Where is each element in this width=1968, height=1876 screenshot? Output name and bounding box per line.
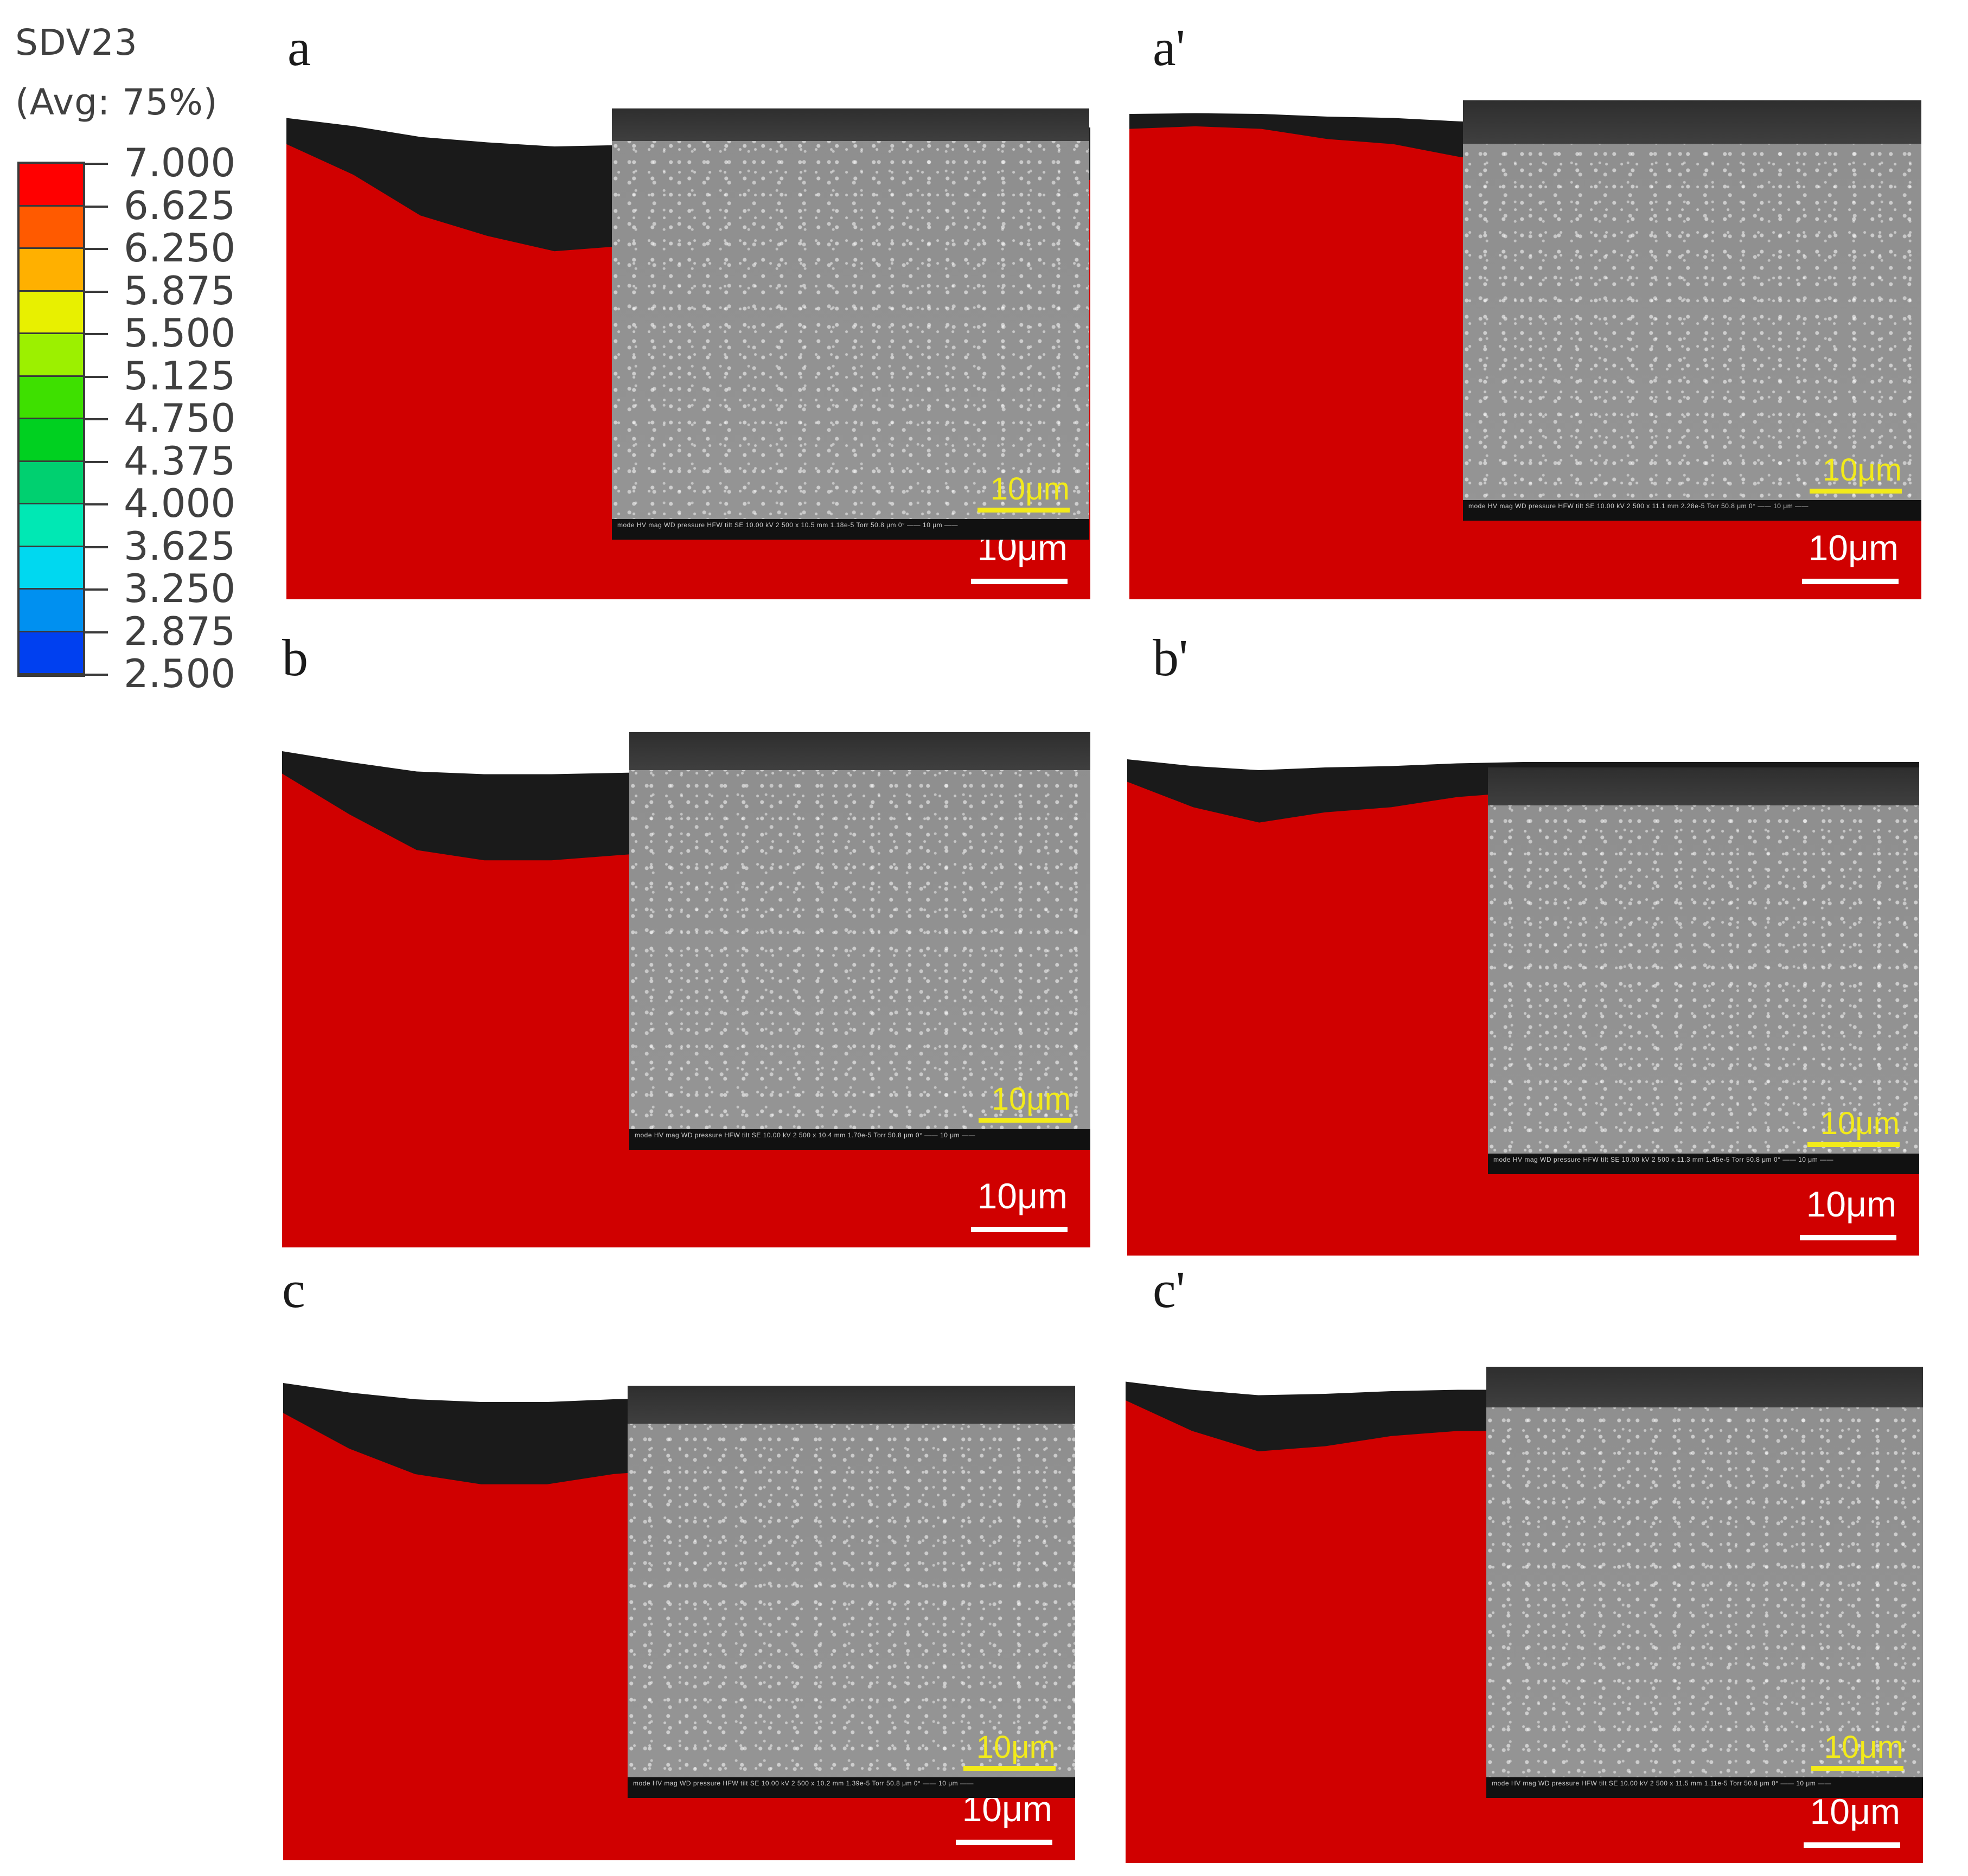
simulation-scale-bar [1804,1842,1900,1848]
legend-swatch [20,206,83,249]
legend-tick [84,503,108,505]
legend-subtitle: (Avg: 75%) [15,81,218,123]
legend-tick [84,248,108,250]
sem-info-bar: mode HV mag WD pressure HFW tilt SE 10.0… [1463,500,1921,521]
legend-value: 3.250 [124,566,236,611]
panel-label-a: a [287,18,311,76]
sem-micrograph-c-prime: mode HV mag WD pressure HFW tilt SE 10.0… [1486,1367,1923,1798]
legend-swatch [20,291,83,334]
panel-label-b: b [282,629,308,687]
simulation-scale-bar [1802,579,1899,584]
sem-surface-layer [1463,100,1921,144]
legend-swatch [20,462,83,504]
sem-scale-bar [963,1766,1056,1771]
legend-value: 2.875 [124,608,236,654]
simulation-scale-bar [971,1227,1068,1232]
legend-swatch [20,376,83,419]
color-legend [17,162,85,677]
legend-swatch [20,419,83,462]
sem-scale-label: 10μm [1820,1106,1900,1141]
legend-value: 4.750 [124,395,236,441]
sem-micrograph-b-prime: mode HV mag WD pressure HFW tilt SE 10.0… [1488,767,1919,1174]
sem-scale-bar [977,508,1070,513]
legend-tick [84,418,108,420]
sem-surface-layer [1488,767,1919,805]
sem-info-bar: mode HV mag WD pressure HFW tilt SE 10.0… [612,519,1089,540]
legend-value: 4.375 [124,438,236,484]
sem-info-bar: mode HV mag WD pressure HFW tilt SE 10.0… [1488,1154,1919,1174]
legend-value: 2.500 [124,651,236,696]
simulation-scale-bar [956,1840,1052,1845]
legend-swatch [20,547,83,590]
panel-label-c-prime: c' [1153,1260,1185,1318]
legend-value: 3.625 [124,523,236,569]
sem-scale-label: 10μm [976,1730,1056,1765]
legend-tick [84,631,108,633]
simulation-scale-label: 10μm [977,1176,1068,1216]
panel-label-c: c [282,1260,305,1318]
legend-tick [84,460,108,463]
simulation-scale-bar [971,579,1068,584]
legend-swatch [20,164,83,207]
sem-micrograph-b: mode HV mag WD pressure HFW tilt SE 10.0… [629,732,1090,1150]
legend-tick [84,163,108,165]
sem-surface-layer [629,732,1090,770]
legend-swatch [20,504,83,547]
simulation-scale-label: 10μm [1806,1184,1896,1224]
sem-info-text: mode HV mag WD pressure HFW tilt SE 10.0… [1493,1156,1834,1163]
sem-surface-layer [612,108,1089,141]
sem-scale-bar [979,1118,1071,1123]
legend-tick [84,588,108,591]
sem-info-text: mode HV mag WD pressure HFW tilt SE 10.0… [1468,502,1809,510]
sem-info-bar: mode HV mag WD pressure HFW tilt SE 10.0… [1486,1777,1923,1798]
legend-swatch [20,334,83,377]
sem-info-text: mode HV mag WD pressure HFW tilt SE 10.0… [633,1779,974,1787]
sem-surface-layer [628,1386,1075,1424]
panel-label-a-prime: a' [1153,18,1185,76]
sem-scale-bar [1807,1142,1900,1147]
sem-micrograph-c: mode HV mag WD pressure HFW tilt SE 10.0… [628,1386,1075,1798]
panel-label-b-prime: b' [1153,629,1189,687]
legend-value: 6.625 [124,182,236,228]
sem-micrograph-a-prime: mode HV mag WD pressure HFW tilt SE 10.0… [1463,100,1921,521]
legend-tick [84,290,108,293]
legend-value: 7.000 [124,140,236,185]
legend-value: 5.125 [124,353,236,399]
legend-swatch [20,590,83,632]
sem-scale-label: 10μm [1822,452,1902,488]
legend-swatch [20,249,83,292]
legend-tick [84,333,108,335]
legend-tick [84,375,108,378]
legend-value: 5.875 [124,267,236,313]
sem-scale-label: 10μm [990,471,1070,507]
simulation-scale-label: 10μm [1808,528,1899,568]
legend-tick [84,674,108,676]
simulation-scale-bar [1800,1235,1896,1240]
legend-swatch [20,632,83,675]
legend-value: 5.500 [124,310,236,356]
legend-tick [84,546,108,548]
sem-info-text: mode HV mag WD pressure HFW tilt SE 10.0… [1492,1779,1832,1787]
sem-info-bar: mode HV mag WD pressure HFW tilt SE 10.0… [629,1129,1090,1150]
sem-info-bar: mode HV mag WD pressure HFW tilt SE 10.0… [628,1777,1075,1798]
sem-surface-layer [1486,1367,1923,1407]
sem-scale-label: 10μm [991,1081,1071,1117]
legend-title: SDV23 [15,22,138,63]
sem-scale-bar [1811,1766,1903,1771]
sem-scale-bar [1810,489,1902,494]
legend-value: 4.000 [124,481,236,526]
legend-value: 6.250 [124,225,236,271]
simulation-scale-label: 10μm [1810,1791,1900,1832]
legend-tick [84,205,108,208]
sem-micrograph-a: mode HV mag WD pressure HFW tilt SE 10.0… [612,108,1089,540]
sem-scale-label: 10μm [1824,1730,1903,1765]
sem-info-text: mode HV mag WD pressure HFW tilt SE 10.0… [617,521,958,529]
contour-layer [1127,751,1919,770]
sem-info-text: mode HV mag WD pressure HFW tilt SE 10.0… [635,1131,975,1139]
